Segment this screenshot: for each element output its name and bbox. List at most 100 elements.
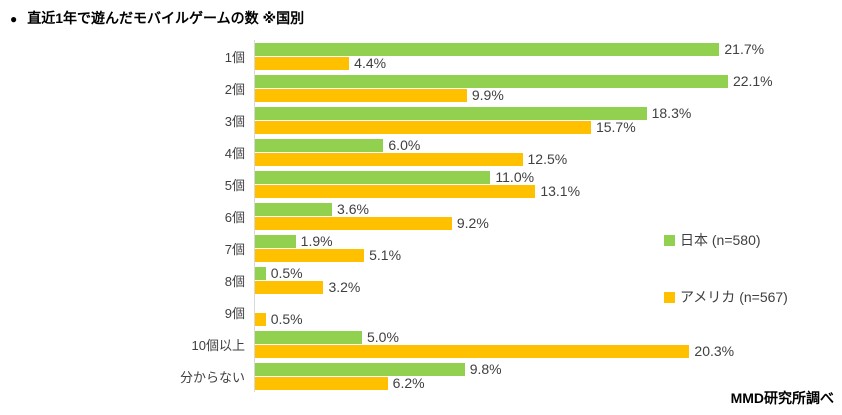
category-label: 4個 bbox=[224, 145, 245, 161]
category-label: 7個 bbox=[224, 241, 245, 257]
america-bar bbox=[255, 184, 536, 198]
japan-bar-line: 9.8% bbox=[255, 362, 790, 376]
japan-bar-line: 3.6% bbox=[255, 202, 790, 216]
japan-value-label: 5.0% bbox=[367, 328, 399, 345]
chart-row: 6個 3.6% 9.2% bbox=[8, 200, 834, 232]
chart-row: 10個以上 5.0% 20.3% bbox=[8, 328, 834, 360]
chart-title-text: 直近1年で遊んだモバイルゲームの数 ※国別 bbox=[27, 10, 305, 26]
category-label: 5個 bbox=[224, 177, 245, 193]
japan-value-label: 21.7% bbox=[724, 40, 765, 57]
america-value-label: 5.1% bbox=[369, 246, 402, 263]
chart-row: 7個 1.9% 5.1% bbox=[8, 232, 834, 264]
america-bar bbox=[255, 248, 365, 262]
chart-row: 2個 22.1% 9.9% bbox=[8, 72, 834, 104]
japan-bar bbox=[255, 234, 296, 248]
japan-value-label: 22.1% bbox=[732, 72, 773, 89]
category-label: 分からない bbox=[179, 369, 245, 385]
category-label: 8個 bbox=[224, 273, 245, 289]
chart-row: 1個 21.7% 4.4% bbox=[8, 40, 834, 72]
america-value-label: 4.4% bbox=[354, 54, 387, 71]
legend-item-america: アメリカ (n=567) bbox=[664, 287, 788, 307]
chart-row: 9個 0.5% bbox=[8, 296, 834, 328]
legend-item-japan: 日本 (n=580) bbox=[664, 230, 788, 250]
japan-bar-line: 11.0% bbox=[255, 170, 790, 184]
america-bar bbox=[255, 152, 523, 166]
america-value-label: 9.9% bbox=[471, 86, 504, 103]
title-bullet-icon: ● bbox=[10, 12, 18, 26]
plot-area: 18.3% 15.7% bbox=[254, 104, 790, 136]
america-bar-line: 9.2% bbox=[255, 216, 790, 230]
japan-value-label: 3.6% bbox=[337, 200, 369, 217]
america-bar-line: 20.3% bbox=[255, 344, 790, 358]
america-value-label: 6.2% bbox=[392, 374, 425, 391]
america-value-label: 9.2% bbox=[456, 214, 489, 231]
japan-value-label: 1.9% bbox=[300, 232, 333, 249]
legend-swatch-america bbox=[664, 291, 675, 303]
category-label: 3個 bbox=[224, 113, 245, 129]
japan-bar-line: 22.1% bbox=[255, 74, 790, 88]
chart-row: 分からない 9.8% 6.2% bbox=[8, 360, 834, 392]
category-label: 10個以上 bbox=[191, 337, 245, 353]
japan-value-label: 11.0% bbox=[495, 168, 535, 185]
japan-value-label: 0.5% bbox=[270, 264, 303, 281]
america-bar bbox=[255, 280, 324, 294]
category-label: 2個 bbox=[224, 81, 245, 97]
plot-area: 21.7% 4.4% bbox=[254, 40, 790, 72]
japan-value-label: 18.3% bbox=[651, 104, 692, 121]
chart-row: 5個 11.0% 13.1% bbox=[8, 168, 834, 200]
america-value-label: 15.7% bbox=[595, 118, 636, 135]
plot-area: 3.6% 9.2% bbox=[254, 200, 790, 232]
america-bar bbox=[255, 88, 467, 102]
america-value-label: 12.5% bbox=[527, 150, 568, 167]
america-bar-line: 9.9% bbox=[255, 88, 790, 102]
source-credit: MMD研究所調べ bbox=[730, 390, 834, 406]
japan-value-label: 6.0% bbox=[388, 136, 421, 153]
america-bar bbox=[255, 312, 266, 326]
chart-row: 8個 0.5% 3.2% bbox=[8, 264, 834, 296]
chart-row: 3個 18.3% 15.7% bbox=[8, 104, 834, 136]
america-bar-line: 12.5% bbox=[255, 152, 790, 166]
america-bar bbox=[255, 120, 591, 134]
america-bar-line: 4.4% bbox=[255, 56, 790, 70]
japan-bar bbox=[255, 362, 465, 376]
plot-area: 1.9% 5.1% bbox=[254, 232, 790, 264]
japan-bar-line: 21.7% bbox=[255, 42, 790, 56]
plot-area: 9.8% 6.2% bbox=[254, 360, 790, 392]
plot-area: 22.1% 9.9% bbox=[254, 72, 790, 104]
legend-label-japan: 日本 (n=580) bbox=[680, 232, 761, 248]
legend: 日本 (n=580) アメリカ (n=567) bbox=[664, 230, 788, 344]
america-value-label: 3.2% bbox=[328, 278, 361, 295]
chart-title: ● 直近1年で遊んだモバイルゲームの数 ※国別 bbox=[10, 8, 304, 28]
japan-bar bbox=[255, 170, 491, 184]
america-bar-line: 0.5% bbox=[255, 312, 790, 326]
america-bar bbox=[255, 216, 452, 230]
japan-bar bbox=[255, 74, 728, 88]
america-bar bbox=[255, 344, 690, 358]
legend-swatch-japan bbox=[664, 234, 675, 246]
america-bar-line: 5.1% bbox=[255, 248, 790, 262]
plot-area: 0.5% bbox=[254, 296, 790, 328]
america-bar-line: 6.2% bbox=[255, 376, 790, 390]
america-bar bbox=[255, 376, 388, 390]
america-value-label: 20.3% bbox=[694, 342, 735, 359]
japan-value-label: 9.8% bbox=[469, 360, 502, 377]
japan-bar bbox=[255, 138, 384, 152]
japan-bar-line: 18.3% bbox=[255, 106, 790, 120]
america-bar-line: 13.1% bbox=[255, 184, 790, 198]
america-bar bbox=[255, 56, 350, 70]
japan-bar bbox=[255, 106, 647, 120]
plot-area: 11.0% 13.1% bbox=[254, 168, 790, 200]
america-bar-line: 3.2% bbox=[255, 280, 790, 294]
japan-bar bbox=[255, 42, 720, 56]
japan-bar-line: 1.9% bbox=[255, 234, 790, 248]
america-value-label: 0.5% bbox=[270, 310, 303, 327]
japan-bar-line: 6.0% bbox=[255, 138, 790, 152]
chart-row: 4個 6.0% 12.5% bbox=[8, 136, 834, 168]
japan-bar-line: 5.0% bbox=[255, 330, 790, 344]
japan-bar-line: 0.5% bbox=[255, 266, 790, 280]
category-label: 6個 bbox=[224, 209, 245, 225]
legend-label-america: アメリカ (n=567) bbox=[680, 289, 788, 305]
japan-bar bbox=[255, 330, 362, 344]
japan-bar bbox=[255, 202, 333, 216]
